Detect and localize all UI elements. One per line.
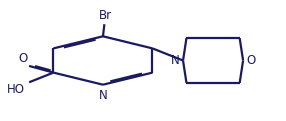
Text: O: O	[19, 52, 28, 65]
Text: N: N	[171, 54, 180, 67]
Text: HO: HO	[7, 83, 25, 96]
Text: Br: Br	[99, 9, 112, 22]
Text: O: O	[247, 54, 256, 67]
Text: N: N	[99, 89, 107, 102]
